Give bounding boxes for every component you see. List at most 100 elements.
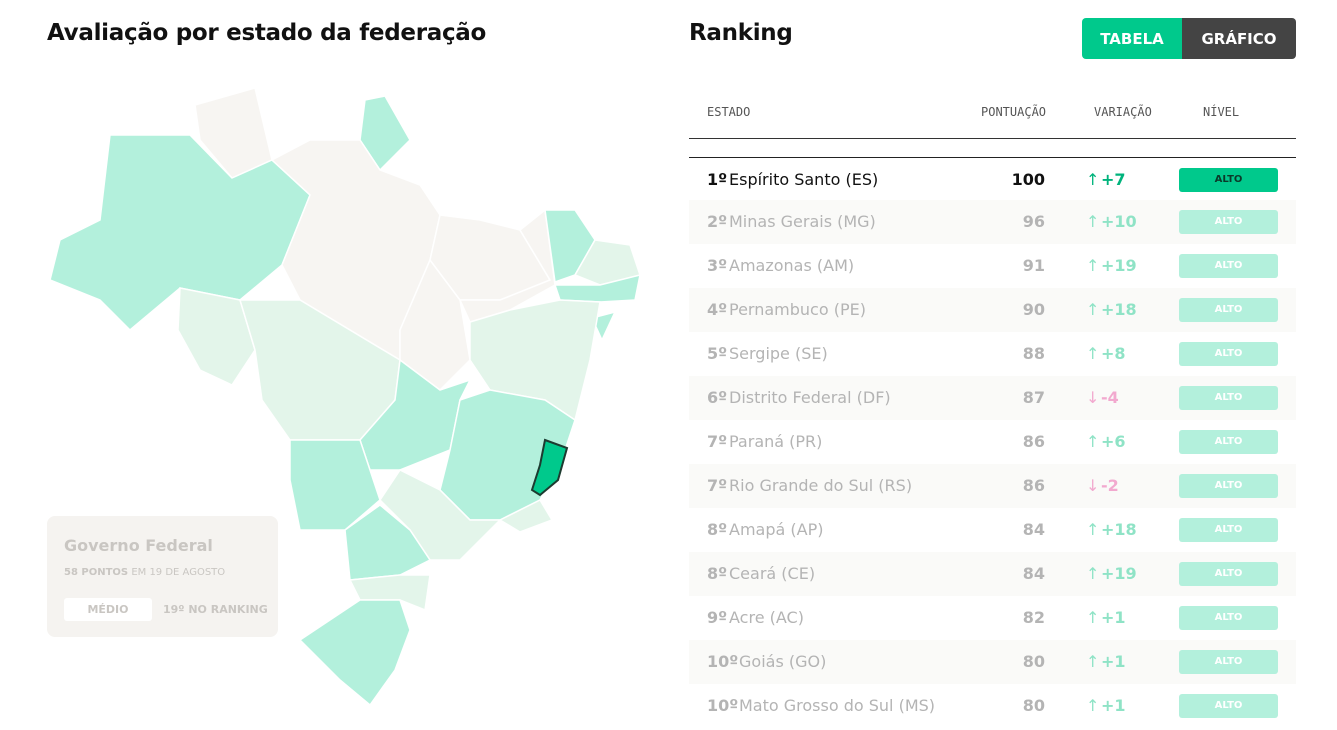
level-badge: ALTO	[1179, 606, 1278, 630]
level-badge: ALTO	[1179, 254, 1278, 278]
ranking-row[interactable]: 10º Goiás (GO) 80 ↑ +1 ALTO	[689, 640, 1296, 684]
state-highlight	[530, 438, 569, 497]
state-name: Mato Grosso do Sul (MS)	[739, 696, 936, 715]
rank: 4º	[707, 300, 728, 319]
variation: +7	[1101, 170, 1126, 189]
ranking-row[interactable]: 3º Amazonas (AM) 91 ↑ +19 ALTO	[689, 244, 1296, 288]
federal-card: Governo Federal 58 PONTOS EM 19 DE AGOST…	[47, 516, 278, 637]
state-name: Pernambuco (PE)	[729, 300, 866, 319]
variation: +18	[1101, 300, 1137, 319]
variation: -2	[1101, 476, 1119, 495]
score: 87	[1022, 388, 1045, 407]
ranking-row[interactable]: 4º Pernambuco (PE) 90 ↑ +18 ALTO	[689, 288, 1296, 332]
state	[498, 499, 554, 533]
state-name: Sergipe (SE)	[729, 344, 828, 363]
level-badge: ALTO	[1179, 210, 1278, 234]
variation-arrow: ↑	[1086, 256, 1100, 275]
variation-arrow: ↑	[1086, 432, 1100, 451]
level-badge: ALTO	[1179, 518, 1278, 542]
state-name: Espírito Santo (ES)	[729, 170, 879, 189]
ranking-row[interactable]: 7º Rio Grande do Sul (RS) 86 ↓ -2 ALTO	[689, 464, 1296, 508]
card-ranking: 19º NO RANKING	[163, 603, 268, 616]
ranking-row[interactable]: 2º Minas Gerais (MG) 96 ↑ +10 ALTO	[689, 200, 1296, 244]
ranking-row[interactable]: 10º Mato Grosso do Sul (MS) 80 ↑ +1 ALTO	[689, 684, 1296, 728]
variation-arrow: ↑	[1086, 608, 1100, 627]
score: 86	[1022, 476, 1045, 495]
level-badge: ALTO	[1179, 168, 1278, 192]
variation-arrow: ↑	[1086, 520, 1100, 539]
variation: +1	[1101, 652, 1126, 671]
state	[298, 599, 411, 707]
rank: 6º	[707, 388, 728, 407]
state-name: Distrito Federal (DF)	[729, 388, 891, 407]
state-name: Paraná (PR)	[729, 432, 823, 451]
level-badge: ALTO	[1179, 694, 1278, 718]
column-header: VARIAÇÃO	[1094, 105, 1152, 119]
ranking-row[interactable]: 6º Distrito Federal (DF) 87 ↓ -4 ALTO	[689, 376, 1296, 420]
view-tabs: TABELA GRÁFICO	[1082, 18, 1296, 59]
score: 82	[1022, 608, 1045, 627]
ranking-row[interactable]: 8º Ceará (CE) 84 ↑ +19 ALTO	[689, 552, 1296, 596]
state-name: Amazonas (AM)	[729, 256, 855, 275]
score: 91	[1022, 256, 1045, 275]
level-badge: ALTO	[1179, 562, 1278, 586]
ranking-row[interactable]: 7º Paraná (PR) 86 ↑ +6 ALTO	[689, 420, 1296, 464]
variation: +1	[1101, 696, 1126, 715]
score: 86	[1022, 432, 1045, 451]
column-header: NÍVEL	[1203, 105, 1240, 119]
ranking-row[interactable]: 9º Acre (AC) 82 ↑ +1 ALTO	[689, 596, 1296, 640]
brazil-map	[49, 87, 641, 707]
variation-arrow: ↑	[1086, 564, 1100, 583]
card-title: Governo Federal	[64, 536, 213, 555]
ranking-row[interactable]: 1º Espírito Santo (ES) 100 ↑ +7 ALTO	[689, 157, 1296, 201]
state-name: Ceará (CE)	[729, 564, 816, 583]
variation-arrow: ↑	[1086, 300, 1100, 319]
state	[289, 439, 381, 531]
card-level: MÉDIO	[64, 598, 152, 621]
score: 84	[1022, 564, 1045, 583]
tab[interactable]: TABELA	[1082, 18, 1182, 59]
page-title: Avaliação por estado da federação	[47, 20, 487, 46]
level-badge: ALTO	[1179, 298, 1278, 322]
rank: 5º	[707, 344, 728, 363]
variation: +10	[1101, 212, 1137, 231]
level-badge: ALTO	[1179, 430, 1278, 454]
state-name: Acre (AC)	[729, 608, 804, 627]
score: 96	[1022, 212, 1045, 231]
state-name: Amapá (AP)	[729, 520, 824, 539]
rank: 10º	[707, 652, 739, 671]
level-badge: ALTO	[1179, 474, 1278, 498]
card-meta: 58 PONTOS EM 19 DE AGOSTO	[64, 567, 225, 578]
score: 80	[1022, 696, 1045, 715]
rank: 8º	[707, 564, 728, 583]
variation: +1	[1101, 608, 1126, 627]
variation-arrow: ↑	[1086, 696, 1100, 715]
card-date: EM 19 DE AGOSTO	[131, 567, 226, 578]
score: 100	[1011, 170, 1045, 189]
variation-arrow: ↓	[1086, 388, 1100, 407]
variation: +6	[1101, 432, 1126, 451]
rank: 7º	[707, 476, 728, 495]
variation-arrow: ↑	[1086, 170, 1100, 189]
ranking-row[interactable]: 8º Amapá (AP) 84 ↑ +18 ALTO	[689, 508, 1296, 552]
variation: +19	[1101, 256, 1137, 275]
state-name: Rio Grande do Sul (RS)	[729, 476, 913, 495]
rank: 8º	[707, 520, 728, 539]
level-badge: ALTO	[1179, 650, 1278, 674]
column-header: PONTUAÇÃO	[981, 105, 1047, 119]
rank: 9º	[707, 608, 728, 627]
rank: 3º	[707, 256, 728, 275]
variation-arrow: ↑	[1086, 652, 1100, 671]
tab[interactable]: GRÁFICO	[1182, 18, 1296, 59]
score: 84	[1022, 520, 1045, 539]
rank: 2º	[707, 212, 728, 231]
variation-arrow: ↑	[1086, 212, 1100, 231]
ranking-row[interactable]: 5º Sergipe (SE) 88 ↑ +8 ALTO	[689, 332, 1296, 376]
column-header: ESTADO	[707, 105, 751, 119]
variation: -4	[1101, 388, 1119, 407]
variation: +18	[1101, 520, 1137, 539]
state-name: Minas Gerais (MG)	[729, 212, 876, 231]
state	[359, 358, 472, 471]
divider	[689, 138, 1296, 139]
